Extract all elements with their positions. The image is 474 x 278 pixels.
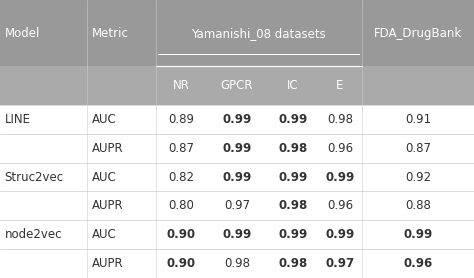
Text: 0.98: 0.98 xyxy=(327,113,353,126)
Text: 0.99: 0.99 xyxy=(222,228,252,241)
Text: 0.97: 0.97 xyxy=(325,257,355,270)
Text: 0.92: 0.92 xyxy=(405,170,431,183)
Text: FDA_DrugBank: FDA_DrugBank xyxy=(374,27,462,40)
Text: IC: IC xyxy=(287,79,299,92)
Bar xyxy=(0,105,474,134)
Text: AUC: AUC xyxy=(92,228,117,241)
Text: node2vec: node2vec xyxy=(5,228,62,241)
Text: 0.99: 0.99 xyxy=(279,113,308,126)
Text: GPCR: GPCR xyxy=(221,79,253,92)
Bar xyxy=(0,192,474,220)
Bar xyxy=(0,249,474,278)
Text: 0.99: 0.99 xyxy=(222,170,252,183)
Text: Yamanishi_08 datasets: Yamanishi_08 datasets xyxy=(191,27,326,40)
Text: NR: NR xyxy=(173,79,189,92)
Bar xyxy=(0,0,474,66)
Text: 0.87: 0.87 xyxy=(168,142,194,155)
Text: 0.91: 0.91 xyxy=(405,113,431,126)
Bar xyxy=(0,134,474,163)
Text: 0.99: 0.99 xyxy=(222,142,252,155)
Text: E: E xyxy=(336,79,344,92)
Text: 0.99: 0.99 xyxy=(403,228,432,241)
Text: Model: Model xyxy=(5,27,40,40)
Text: 0.89: 0.89 xyxy=(168,113,194,126)
Text: AUC: AUC xyxy=(92,170,117,183)
Text: 0.96: 0.96 xyxy=(327,142,353,155)
Text: 0.87: 0.87 xyxy=(405,142,431,155)
Text: AUPR: AUPR xyxy=(92,142,124,155)
Bar xyxy=(0,66,474,105)
Text: 0.90: 0.90 xyxy=(166,257,195,270)
Text: 0.98: 0.98 xyxy=(279,199,308,212)
Text: AUC: AUC xyxy=(92,113,117,126)
Bar xyxy=(0,220,474,249)
Text: 0.99: 0.99 xyxy=(222,113,252,126)
Text: 0.98: 0.98 xyxy=(279,142,308,155)
Text: 0.90: 0.90 xyxy=(166,228,195,241)
Text: 0.99: 0.99 xyxy=(325,228,355,241)
Text: 0.96: 0.96 xyxy=(403,257,432,270)
Text: 0.99: 0.99 xyxy=(279,228,308,241)
Text: 0.99: 0.99 xyxy=(279,170,308,183)
Text: LINE: LINE xyxy=(5,113,31,126)
Text: AUPR: AUPR xyxy=(92,257,124,270)
Text: Struc2vec: Struc2vec xyxy=(5,170,64,183)
Text: Metric: Metric xyxy=(92,27,129,40)
Text: 0.80: 0.80 xyxy=(168,199,194,212)
Text: 0.88: 0.88 xyxy=(405,199,431,212)
Text: 0.98: 0.98 xyxy=(224,257,250,270)
Text: 0.96: 0.96 xyxy=(327,199,353,212)
Text: 0.97: 0.97 xyxy=(224,199,250,212)
Text: AUPR: AUPR xyxy=(92,199,124,212)
Text: 0.82: 0.82 xyxy=(168,170,194,183)
Bar xyxy=(0,163,474,192)
Text: 0.98: 0.98 xyxy=(279,257,308,270)
Text: 0.99: 0.99 xyxy=(325,170,355,183)
